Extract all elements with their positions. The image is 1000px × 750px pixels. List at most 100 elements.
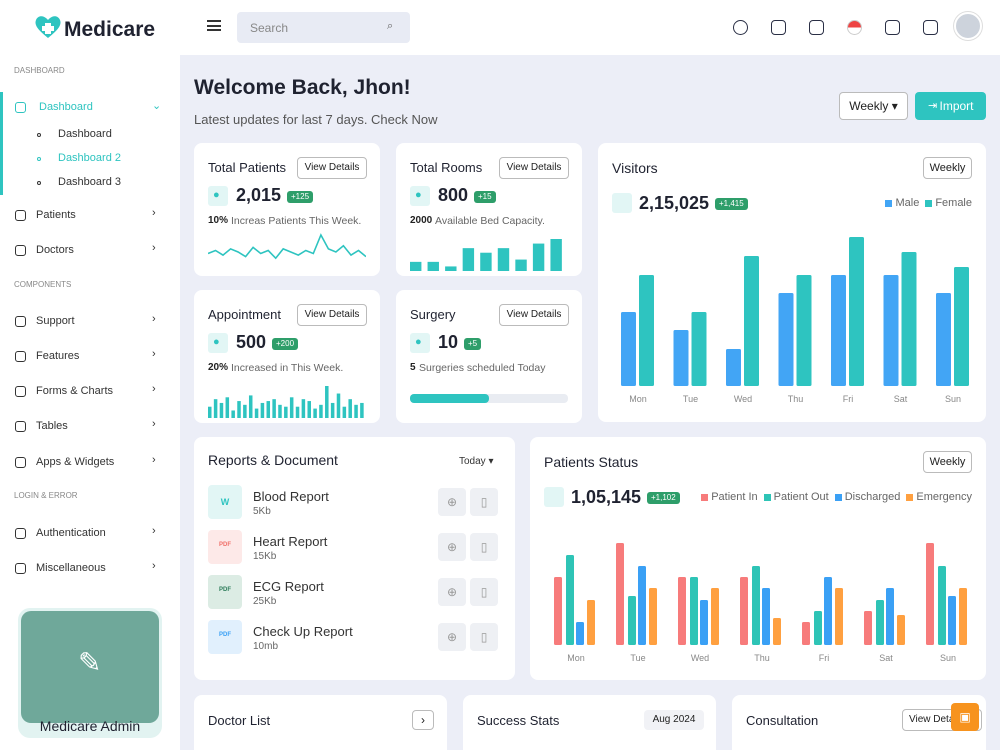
nav-item[interactable]: Dashboard: [39, 101, 93, 113]
nav-item[interactable]: Miscellaneous: [36, 562, 106, 574]
stat-card: Total Patients View Details ● 2,015 +125 10% I…: [194, 143, 380, 276]
header: Search ⌕: [180, 0, 1000, 55]
spark-bar: [330, 402, 335, 418]
legend-item: Male: [885, 197, 919, 209]
bar: [649, 588, 657, 645]
spark-bar: [219, 402, 224, 418]
x-tick-label: Wed: [691, 653, 709, 663]
spark-bar: [313, 408, 317, 418]
download-button[interactable]: ⊕: [438, 488, 466, 516]
bar: [678, 577, 686, 645]
spark-bar: [301, 399, 306, 418]
header-icon[interactable]: [809, 20, 824, 35]
sub-nav-item[interactable]: Dashboard 3: [58, 176, 121, 188]
period-button[interactable]: Weekly: [923, 157, 972, 179]
period-pill[interactable]: Aug 2024: [644, 710, 704, 730]
nav-item[interactable]: Forms & Charts: [36, 385, 114, 397]
legend-swatch: [701, 493, 709, 501]
progress-bar: [410, 394, 489, 403]
menu-button[interactable]: [207, 20, 221, 31]
spark-bar: [348, 399, 352, 418]
nav-item[interactable]: Apps & Widgets: [36, 456, 115, 468]
spark-bar: [266, 401, 271, 418]
nav-icon: [15, 245, 26, 256]
nav-icon: [15, 457, 26, 468]
nav-item[interactable]: Patients: [36, 209, 76, 221]
next-button[interactable]: ›: [412, 710, 434, 730]
legend-label: Patient Out: [773, 491, 829, 503]
view-details-button[interactable]: View Details: [499, 304, 569, 326]
x-tick-label: Thu: [788, 394, 804, 404]
sub-nav-item[interactable]: Dashboard: [58, 128, 112, 140]
delete-button[interactable]: ▯: [470, 578, 498, 606]
patients-status-card: Patients Status Weekly 1,05,145 +1,102 Patie…: [530, 437, 986, 680]
nav-item[interactable]: Features: [36, 350, 80, 362]
total-value: 1,05,145: [571, 487, 642, 507]
download-button[interactable]: ⊕: [438, 533, 466, 561]
stat-title: Appointment: [208, 307, 281, 322]
delete-button[interactable]: ▯: [470, 533, 498, 561]
spark-bar: [295, 406, 300, 418]
delete-button[interactable]: ▯: [470, 623, 498, 651]
stat-value: 500: [236, 332, 267, 352]
total-badge: +1,102: [647, 492, 680, 504]
brand: Medicare: [64, 18, 156, 41]
header-icon[interactable]: [733, 20, 748, 35]
sub-nav-item[interactable]: Dashboard 2: [58, 152, 121, 164]
header-icon[interactable]: [847, 20, 862, 35]
legend-item: Discharged: [834, 491, 900, 503]
spark-bar: [360, 402, 364, 418]
file-icon-label: PDF: [219, 587, 231, 593]
spark-bar: [336, 393, 341, 418]
consultation-card: Consultation View Details: [732, 695, 986, 750]
spark-bar: [427, 261, 439, 271]
view-details-button[interactable]: View Details: [297, 157, 367, 179]
header-icon[interactable]: [923, 20, 938, 35]
period-dropdown[interactable]: Today ▾: [459, 456, 494, 467]
stat-icon: [410, 186, 430, 206]
nav-item[interactable]: Support: [36, 315, 75, 327]
spark-bar: [289, 397, 294, 418]
spark-bar: [445, 266, 457, 271]
report-name: Blood Report: [253, 489, 329, 504]
legend: Patient In Patient Out Discharged Emergency: [701, 491, 972, 503]
legend-swatch: [906, 493, 914, 501]
active-indicator: [0, 92, 3, 195]
bar: [673, 330, 689, 386]
stat-value: 2,015: [236, 185, 282, 205]
nav-item[interactable]: Authentication: [36, 527, 106, 539]
header-icon[interactable]: [885, 20, 900, 35]
x-tick-label: Wed: [734, 394, 752, 404]
import-button[interactable]: Import: [915, 92, 986, 120]
report-name: ECG Report: [253, 579, 324, 594]
stat-note-bold: 20%: [208, 362, 229, 373]
bar: [690, 577, 698, 645]
section-label: DASHBOARD: [14, 66, 65, 75]
floating-button[interactable]: ▣: [951, 703, 979, 731]
period-select[interactable]: Weekly ▾: [839, 92, 908, 120]
nav-item[interactable]: Tables: [36, 420, 68, 432]
spark-bar: [354, 404, 358, 418]
header-icon[interactable]: [771, 20, 786, 35]
nav-item[interactable]: Doctors: [36, 244, 74, 256]
period-button[interactable]: Weekly: [923, 451, 972, 473]
view-details-button[interactable]: View Details: [499, 157, 569, 179]
file-icon-label: PDF: [219, 632, 231, 638]
download-button[interactable]: ⊕: [438, 578, 466, 606]
report-name: Check Up Report: [253, 624, 353, 639]
search-box[interactable]: Search ⌕: [237, 12, 410, 43]
bar: [897, 615, 905, 645]
delete-button[interactable]: ▯: [470, 488, 498, 516]
bar: [566, 555, 574, 645]
view-details-button[interactable]: View Details: [297, 304, 367, 326]
promo-card: ✎ Medicare Admin: [18, 608, 162, 738]
download-button[interactable]: ⊕: [438, 623, 466, 651]
spark-bar: [278, 404, 282, 418]
bar: [778, 293, 794, 386]
welcome-subtitle: Latest updates for last 7 days. Check No…: [194, 112, 438, 127]
spark-bar: [480, 252, 492, 271]
avatar[interactable]: [954, 12, 982, 40]
sparkline: [208, 233, 366, 260]
chart: [208, 233, 366, 260]
